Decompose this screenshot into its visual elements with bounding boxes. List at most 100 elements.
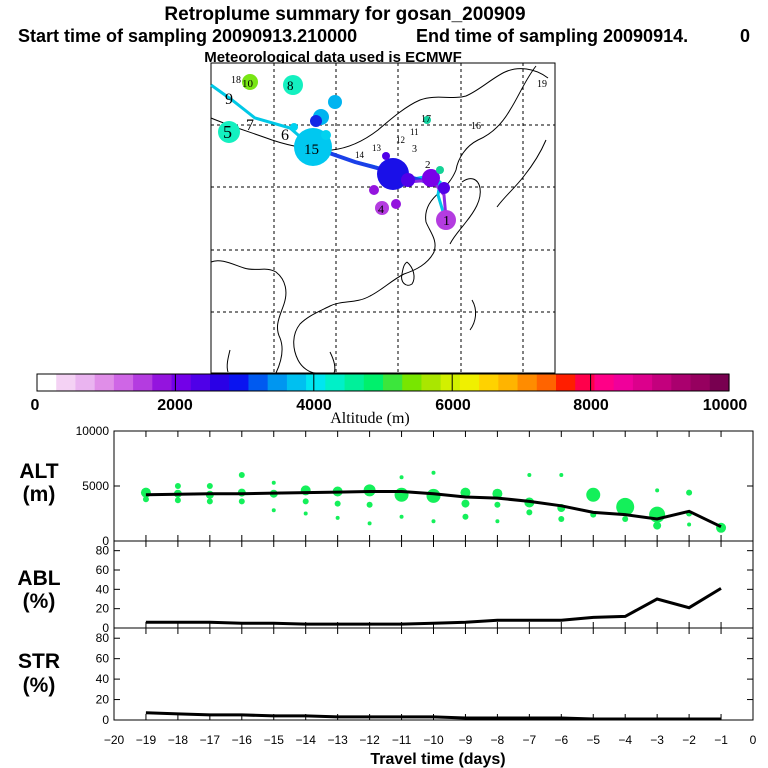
trajectory-label: 17	[421, 114, 431, 125]
trajectory-label: 6	[281, 127, 289, 144]
colorbar-swatch	[498, 374, 519, 391]
colorbar-swatch	[75, 374, 96, 391]
colorbar-swatch	[229, 374, 250, 391]
map-frame	[210, 62, 556, 374]
colorbar-swatch	[709, 374, 730, 391]
colorbar-tick-label: 4000	[296, 397, 332, 414]
colorbar-swatch	[383, 374, 403, 391]
data-point	[367, 521, 372, 526]
plume-marker	[369, 185, 379, 195]
plume-marker	[290, 123, 298, 131]
data-point	[655, 488, 660, 493]
x-tick-label: −5	[586, 733, 600, 747]
abl-panel-label: ABL	[17, 567, 60, 590]
colorbar-label: Altitude (m)	[330, 410, 410, 427]
data-point	[616, 497, 635, 516]
median-line	[145, 711, 721, 721]
data-point	[206, 483, 213, 489]
x-tick-label: −6	[554, 733, 568, 747]
coastlines	[210, 65, 549, 374]
x-tick-label: −12	[359, 733, 380, 747]
x-tick-label: −19	[136, 733, 157, 747]
colorbar-swatch	[459, 374, 480, 391]
colorbar-swatch	[171, 374, 192, 391]
data-point	[461, 499, 470, 508]
colorbar-swatch	[190, 374, 211, 391]
data-point	[238, 472, 245, 478]
end-time: End time of sampling 20090914.	[416, 26, 688, 46]
data-point	[426, 488, 441, 503]
colorbar-swatch	[421, 374, 442, 391]
data-point	[271, 480, 276, 485]
map-graticule	[211, 63, 555, 373]
data-point	[335, 515, 340, 520]
data-point	[462, 513, 469, 520]
colorbar-swatch	[440, 374, 461, 391]
data-point	[431, 470, 436, 475]
plume-marker	[382, 152, 390, 160]
colorbar-tick-label: 10000	[703, 397, 748, 414]
trajectory-label: 12	[396, 135, 405, 145]
x-tick-label: −17	[200, 733, 221, 747]
abl-panel-unit: (%)	[23, 590, 56, 613]
colorbar-tick-label: 6000	[435, 397, 471, 414]
plume-marker	[321, 130, 331, 140]
y-tick-label: 40	[96, 582, 110, 596]
colorbar-swatch	[248, 374, 269, 391]
y-tick-label: 0	[102, 713, 109, 727]
data-point	[174, 497, 181, 504]
data-point	[460, 487, 471, 498]
colorbar-swatch	[536, 374, 557, 391]
data-point	[526, 509, 533, 516]
data-point	[366, 501, 373, 508]
trajectory-label: 5	[223, 122, 232, 142]
met-data-note: Meteorological data used is ECMWF	[204, 49, 462, 66]
y-tick-label: 80	[96, 631, 110, 645]
data-point	[394, 487, 409, 502]
plume-marker	[438, 182, 450, 194]
data-point	[495, 519, 500, 524]
trajectory-label: 1	[443, 214, 450, 229]
data-point	[334, 500, 341, 507]
x-tick-label: −3	[650, 733, 664, 747]
trajectory-label: 3	[412, 144, 417, 155]
y-tick-label: 20	[96, 693, 110, 707]
x-tick-label: −15	[264, 733, 285, 747]
panel-frame	[113, 627, 754, 721]
colorbar-swatch	[613, 374, 634, 391]
data-point	[399, 475, 404, 480]
colorbar-tick-label: 2000	[157, 397, 193, 414]
colorbar-swatch	[267, 374, 288, 391]
trajectory-labels: 1 2 3 4 5 6 7 8 9 10 11 12 13 14 15 16 1…	[223, 75, 547, 229]
start-time: Start time of sampling 20090913.210000	[18, 26, 357, 46]
y-tick-label: 10000	[76, 424, 110, 438]
x-tick-label: −4	[618, 733, 632, 747]
data-point	[271, 508, 276, 513]
data-point	[174, 483, 181, 489]
trajectory-label: 11	[410, 127, 419, 137]
data-point	[431, 519, 436, 524]
x-tick-label: −14	[296, 733, 317, 747]
y-tick-label: 60	[96, 652, 110, 666]
x-tick-label: −11	[392, 733, 412, 747]
colorbar-swatch	[402, 374, 423, 391]
data-point	[302, 498, 309, 505]
alt-panel-unit: (m)	[23, 483, 56, 506]
trajectory-line-purple	[407, 178, 448, 219]
colorbar-swatch	[671, 374, 692, 391]
colorbar-swatch	[56, 374, 77, 391]
data-point	[238, 498, 245, 505]
plume-marker	[242, 74, 258, 90]
alt-panel-label: ALT	[19, 460, 58, 483]
data-point	[586, 487, 601, 502]
y-tick-label: 60	[96, 563, 110, 577]
x-tick-label: −9	[459, 733, 473, 747]
str-panel-label: STR	[18, 650, 60, 673]
median-line	[145, 490, 722, 529]
panel-frame	[113, 540, 754, 629]
colorbar-swatch	[517, 374, 538, 391]
trajectory-label: 2	[425, 159, 431, 171]
plume-marker	[436, 210, 456, 230]
y-tick-label: 40	[96, 672, 110, 686]
